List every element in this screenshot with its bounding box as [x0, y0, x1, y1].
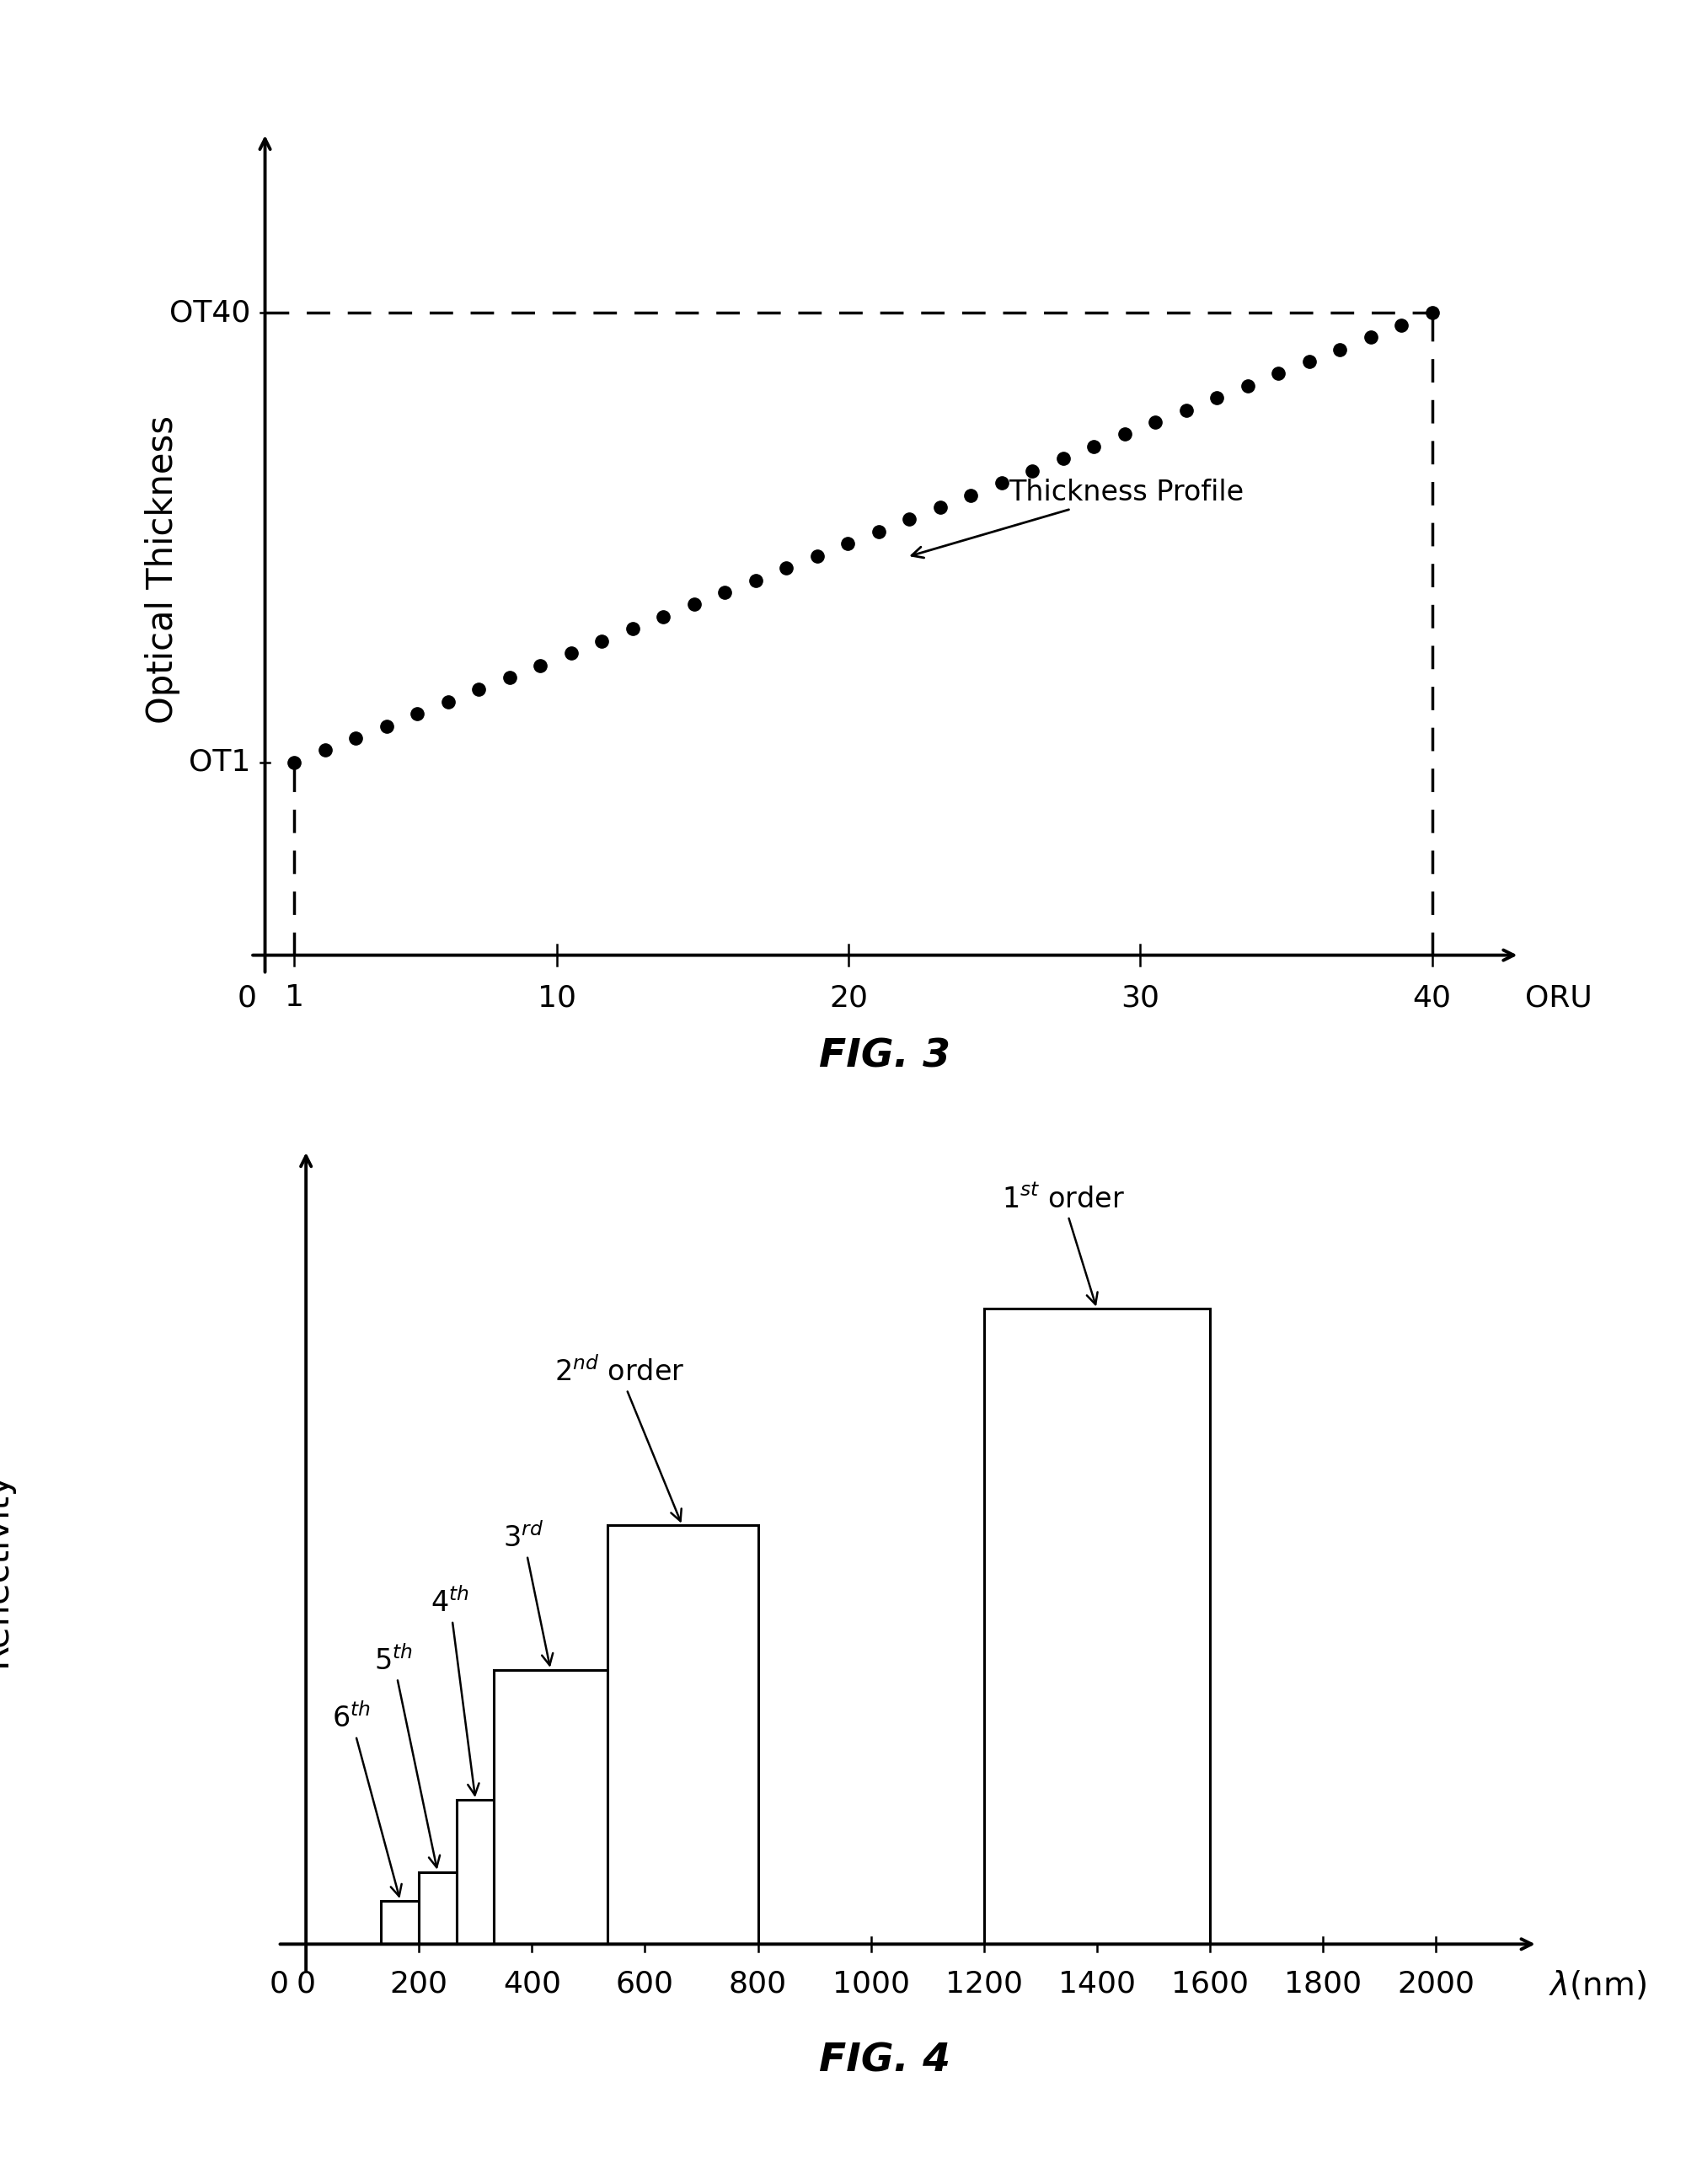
- Text: 1800: 1800: [1283, 1970, 1362, 1998]
- Bar: [381, 1900, 419, 1944]
- Text: Reflectivity: Reflectivity: [0, 1470, 14, 1666]
- Bar: [608, 1524, 757, 1944]
- Text: 3$^{rd}$: 3$^{rd}$: [504, 1522, 553, 1664]
- Text: 600: 600: [616, 1970, 674, 1998]
- Text: 0: 0: [237, 983, 257, 1011]
- Text: FIG. 4: FIG. 4: [819, 2042, 951, 2079]
- Text: 2000: 2000: [1397, 1970, 1474, 1998]
- Text: 20: 20: [829, 983, 868, 1011]
- Text: 1$^{st}$ order: 1$^{st}$ order: [1001, 1186, 1125, 1304]
- Text: Optical Thickness: Optical Thickness: [145, 415, 180, 723]
- Text: FIG. 3: FIG. 3: [819, 1037, 951, 1075]
- Bar: [419, 1872, 456, 1944]
- Bar: [456, 1800, 494, 1944]
- Bar: [494, 1671, 608, 1944]
- Text: Thickness Profile: Thickness Profile: [912, 478, 1244, 557]
- Text: 200: 200: [390, 1970, 448, 1998]
- Text: 4$^{th}$: 4$^{th}$: [431, 1588, 478, 1795]
- Bar: [984, 1308, 1210, 1944]
- Text: 1600: 1600: [1171, 1970, 1249, 1998]
- Text: ORU: ORU: [1525, 983, 1593, 1011]
- Text: 0: 0: [296, 1970, 315, 1998]
- Text: 0: 0: [269, 1970, 289, 1998]
- Text: 400: 400: [502, 1970, 562, 1998]
- Text: 30: 30: [1122, 983, 1159, 1011]
- Text: 1400: 1400: [1059, 1970, 1135, 1998]
- Text: 1200: 1200: [945, 1970, 1023, 1998]
- Text: 1: 1: [284, 983, 305, 1011]
- Text: 5$^{th}$: 5$^{th}$: [374, 1647, 439, 1867]
- Text: 40: 40: [1413, 983, 1452, 1011]
- Text: 1000: 1000: [832, 1970, 909, 1998]
- Text: OT40: OT40: [168, 299, 250, 328]
- Text: 2$^{nd}$ order: 2$^{nd}$ order: [555, 1356, 684, 1520]
- Text: $\lambda$(nm): $\lambda$(nm): [1549, 1970, 1648, 2003]
- Text: 6$^{th}$: 6$^{th}$: [332, 1704, 402, 1896]
- Text: OT1: OT1: [189, 749, 250, 778]
- Text: 800: 800: [728, 1970, 786, 1998]
- Text: 10: 10: [538, 983, 577, 1011]
